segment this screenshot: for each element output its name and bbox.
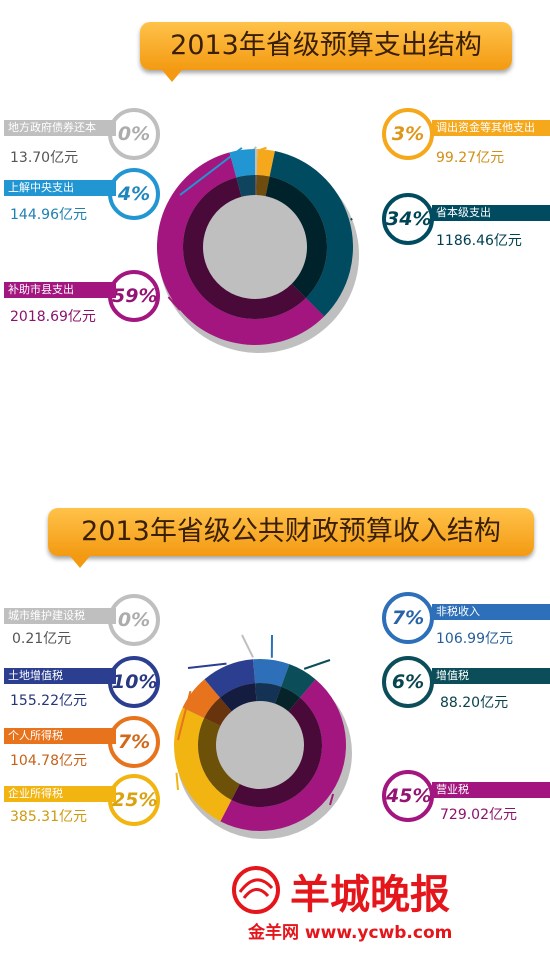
leader-line bbox=[329, 793, 335, 806]
segment-value-label: 729.02亿元 bbox=[440, 807, 517, 823]
donut-segment-outer bbox=[173, 707, 232, 822]
segment-name-label: 上解中央支出 bbox=[4, 180, 116, 196]
leader-line bbox=[167, 296, 181, 311]
donut-segment-inner bbox=[255, 683, 282, 704]
chart1-title: 2013年省级预算支出结构 bbox=[170, 30, 482, 61]
segment-name-label: 非税收入 bbox=[432, 604, 550, 620]
segment-value-label: 88.20亿元 bbox=[440, 695, 509, 711]
donut-segment-inner bbox=[236, 175, 255, 197]
donut-segment-outer bbox=[253, 659, 256, 684]
leader-line bbox=[259, 146, 267, 151]
chart2-title-banner: 2013年省级公共财政预算收入结构 bbox=[48, 508, 534, 568]
percent-badge: 0% bbox=[108, 594, 160, 646]
segment-value-label: 144.96亿元 bbox=[10, 207, 87, 223]
donut-segment-inner bbox=[275, 686, 301, 712]
percent-badge: 10% bbox=[108, 656, 160, 708]
leader-line bbox=[175, 772, 179, 791]
leader-line bbox=[241, 634, 254, 658]
banner-pointer bbox=[70, 556, 90, 568]
segment-name-label: 增值税 bbox=[432, 668, 550, 684]
percent-badge: 45% bbox=[382, 770, 434, 822]
segment-name-label: 土地增值税 bbox=[4, 668, 116, 684]
segment-name-label: 城市维护建设税 bbox=[4, 608, 116, 624]
donut-segment-inner bbox=[204, 697, 232, 726]
donut-segment-inner bbox=[265, 176, 327, 298]
donut-segment-outer bbox=[220, 679, 346, 831]
ycwb-logo-text: 羊城晚报 bbox=[290, 871, 450, 918]
segment-value-label: 106.99亿元 bbox=[436, 631, 513, 647]
donut-segment-inner bbox=[256, 175, 270, 197]
ycwb-logo-icon bbox=[232, 866, 280, 914]
percent-badge: 34% bbox=[382, 193, 434, 245]
segment-name-label: 营业税 bbox=[432, 782, 550, 798]
chart2-donut bbox=[173, 634, 352, 839]
segment-value-label: 2018.69亿元 bbox=[10, 309, 96, 325]
donut-segment-inner bbox=[255, 683, 257, 702]
donut-segment-inner bbox=[219, 683, 257, 712]
segment-value-label: 1186.46亿元 bbox=[436, 233, 522, 249]
donut-segment-outer bbox=[182, 679, 220, 719]
donut-segment-inner bbox=[183, 177, 306, 319]
donut-segment-outer bbox=[255, 149, 258, 176]
leader-line bbox=[187, 662, 227, 669]
segment-value-label: 13.70亿元 bbox=[10, 150, 79, 166]
segment-name-label: 调出资金等其他支出 bbox=[432, 120, 550, 136]
leader-line bbox=[350, 217, 353, 221]
donut-segment-inner bbox=[197, 718, 240, 801]
donut-segment-inner bbox=[255, 175, 257, 196]
donut-segment-outer bbox=[204, 659, 256, 698]
donut-segment-outer bbox=[256, 149, 275, 177]
segment-value-label: 0.21亿元 bbox=[12, 631, 72, 647]
segment-value-label: 104.78亿元 bbox=[10, 753, 87, 769]
segment-value-label: 385.31亿元 bbox=[10, 809, 87, 825]
segment-name-label: 补助市县支出 bbox=[4, 282, 116, 298]
segment-name-label: 省本级支出 bbox=[432, 205, 550, 221]
banner-pointer bbox=[162, 70, 182, 82]
leader-line bbox=[303, 659, 331, 670]
leader-line bbox=[177, 690, 192, 741]
segment-value-label: 155.22亿元 bbox=[10, 693, 87, 709]
segment-name-label: 企业所得税 bbox=[4, 786, 116, 802]
percent-badge: 3% bbox=[382, 108, 434, 160]
percent-badge: 7% bbox=[382, 592, 434, 644]
segment-name-label: 个人所得税 bbox=[4, 728, 116, 744]
segment-value-label: 99.27亿元 bbox=[436, 150, 505, 166]
donut-segment-outer bbox=[156, 152, 325, 346]
donut-segment-outer bbox=[253, 659, 290, 687]
donut-segment-outer bbox=[269, 151, 353, 317]
chart1-donut bbox=[156, 146, 359, 353]
website-text: 金羊网 www.ycwb.com bbox=[248, 923, 453, 943]
donut-segment-inner bbox=[231, 697, 322, 807]
chart1-title-banner: 2013年省级预算支出结构 bbox=[140, 22, 512, 82]
percent-badge: 6% bbox=[382, 656, 434, 708]
percent-badge: 7% bbox=[108, 716, 160, 768]
donut-segment-outer bbox=[281, 664, 316, 698]
leader-line bbox=[179, 147, 243, 196]
segment-name-label: 地方政府债券还本 bbox=[4, 120, 116, 136]
donut-segment-outer bbox=[229, 149, 255, 178]
chart2-title: 2013年省级公共财政预算收入结构 bbox=[81, 516, 501, 547]
